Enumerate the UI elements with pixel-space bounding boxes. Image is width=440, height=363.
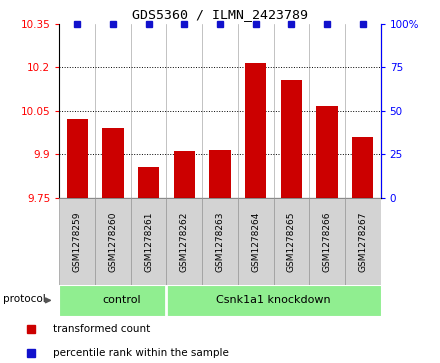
Bar [131, 198, 166, 285]
Text: GSM1278260: GSM1278260 [108, 211, 117, 272]
Text: GSM1278267: GSM1278267 [358, 211, 367, 272]
Text: GSM1278261: GSM1278261 [144, 211, 153, 272]
Text: control: control [103, 295, 141, 305]
Text: GSM1278266: GSM1278266 [323, 211, 332, 272]
Bar [316, 106, 338, 198]
Text: GSM1278263: GSM1278263 [216, 211, 224, 272]
Text: protocol: protocol [3, 294, 46, 304]
Bar [238, 198, 274, 285]
Bar [309, 198, 345, 285]
Text: Csnk1a1 knockdown: Csnk1a1 knockdown [216, 295, 331, 305]
Bar [202, 198, 238, 285]
Bar [174, 151, 195, 198]
Text: GSM1278265: GSM1278265 [287, 211, 296, 272]
Bar [345, 198, 381, 285]
Bar [66, 119, 88, 198]
Bar [59, 198, 95, 285]
Bar [166, 198, 202, 285]
Bar [281, 80, 302, 198]
Bar [95, 198, 131, 285]
Bar [166, 285, 381, 316]
Bar [59, 285, 166, 316]
Text: GSM1278264: GSM1278264 [251, 211, 260, 272]
Bar [245, 63, 266, 198]
Bar [352, 137, 374, 198]
Bar [138, 167, 159, 198]
Bar [209, 150, 231, 198]
Bar [274, 198, 309, 285]
Text: GSM1278262: GSM1278262 [180, 211, 189, 272]
Title: GDS5360 / ILMN_2423789: GDS5360 / ILMN_2423789 [132, 8, 308, 21]
Text: transformed count: transformed count [53, 324, 150, 334]
Text: percentile rank within the sample: percentile rank within the sample [53, 348, 229, 358]
Bar [102, 128, 124, 198]
Text: GSM1278259: GSM1278259 [73, 211, 82, 272]
